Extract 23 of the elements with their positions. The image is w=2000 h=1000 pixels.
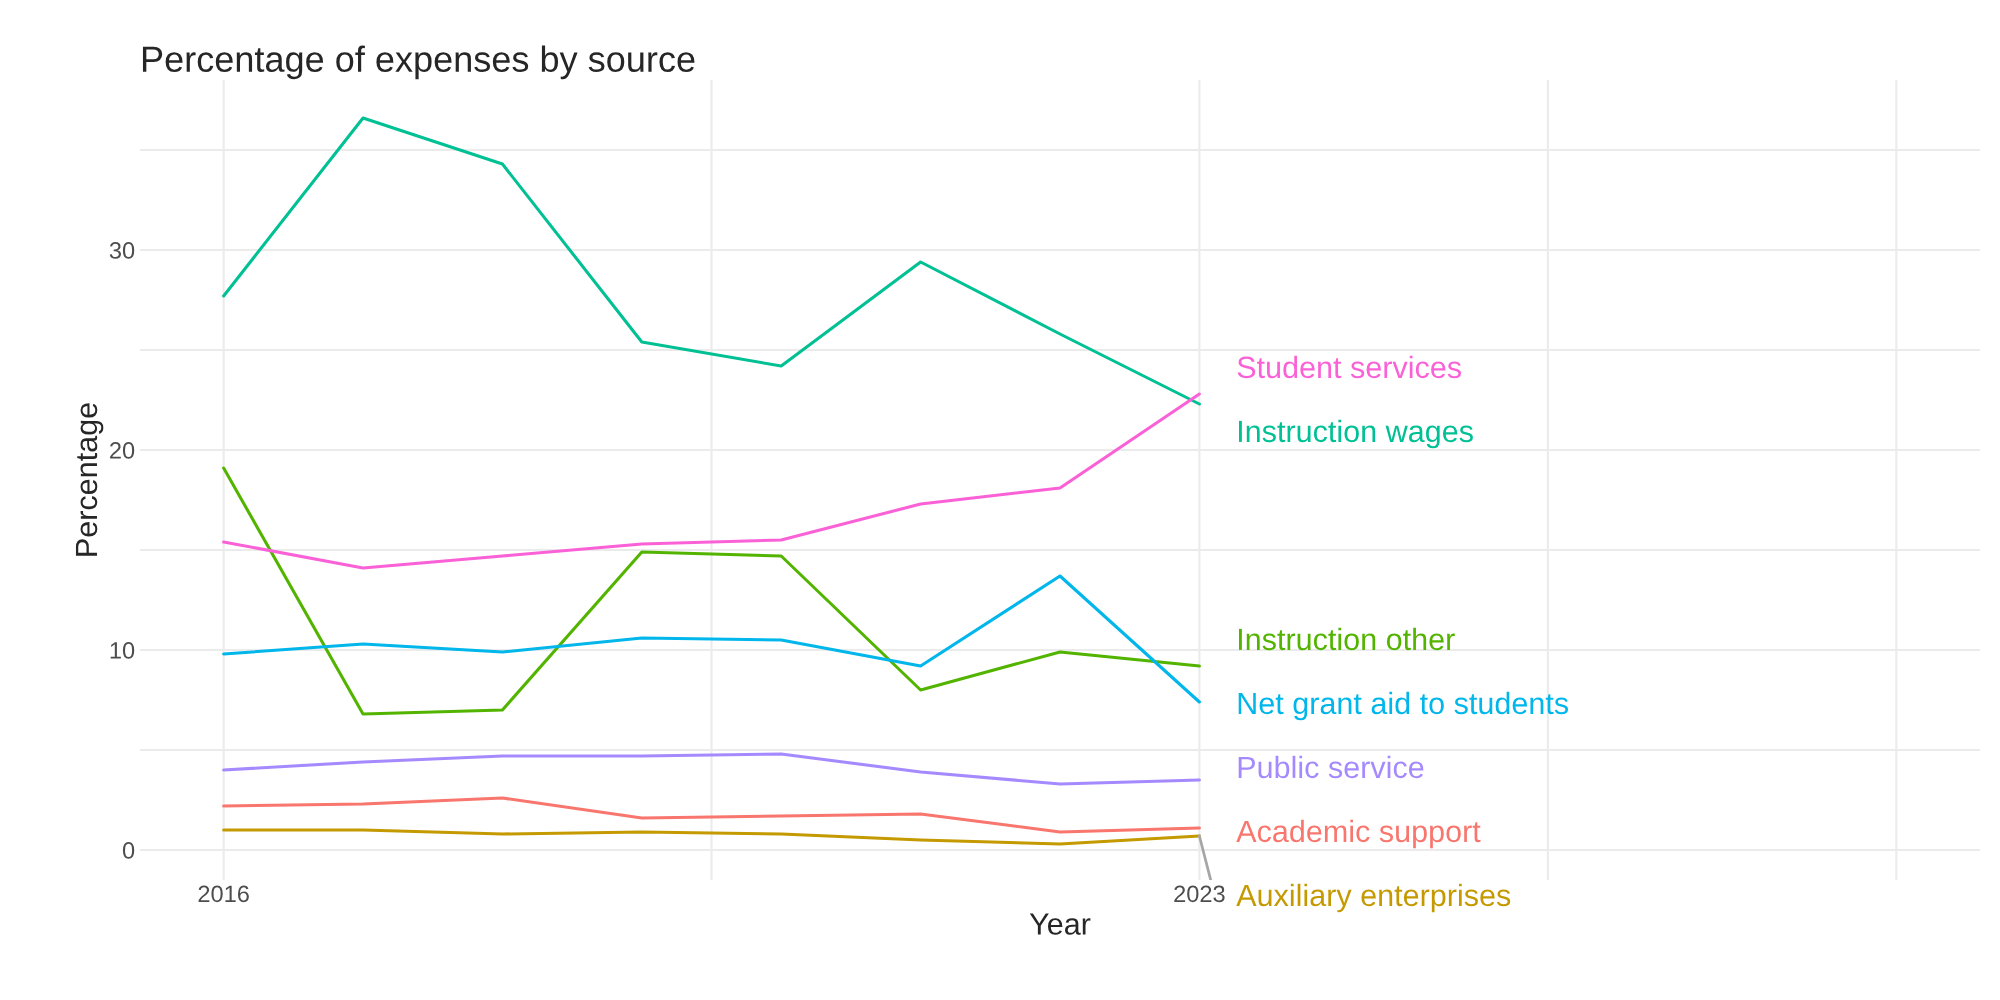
y-tick-label: 30	[109, 242, 135, 259]
x-axis-title: Year	[1029, 913, 1091, 935]
line-series	[222, 116, 1201, 406]
y-tick-label: 20	[110, 442, 135, 459]
y-tick-label: 10	[110, 642, 135, 659]
line-series	[222, 752, 1201, 786]
line-series	[222, 392, 1201, 570]
series-label: Instruction wages	[1239, 419, 1473, 449]
series-label: Net grant aid to students	[1238, 691, 1569, 721]
series-label: Instruction other	[1239, 627, 1455, 651]
line-series	[222, 828, 1201, 846]
line-series	[222, 574, 1201, 704]
line-series	[222, 466, 1201, 716]
y-tick-label: 0	[122, 842, 135, 859]
series-label: Public service	[1238, 755, 1424, 779]
line-series	[222, 796, 1201, 834]
chart-title: Percentage of expenses by source	[142, 45, 695, 80]
x-tick-label: 2023	[1174, 885, 1225, 903]
series-label: Student services	[1237, 355, 1461, 379]
x-tick-label: 2016	[198, 885, 249, 903]
series-label: Academic support	[1236, 819, 1481, 849]
series-label: Auxiliary enterprises	[1236, 883, 1511, 913]
y-axis-title: Percentage	[75, 403, 104, 556]
